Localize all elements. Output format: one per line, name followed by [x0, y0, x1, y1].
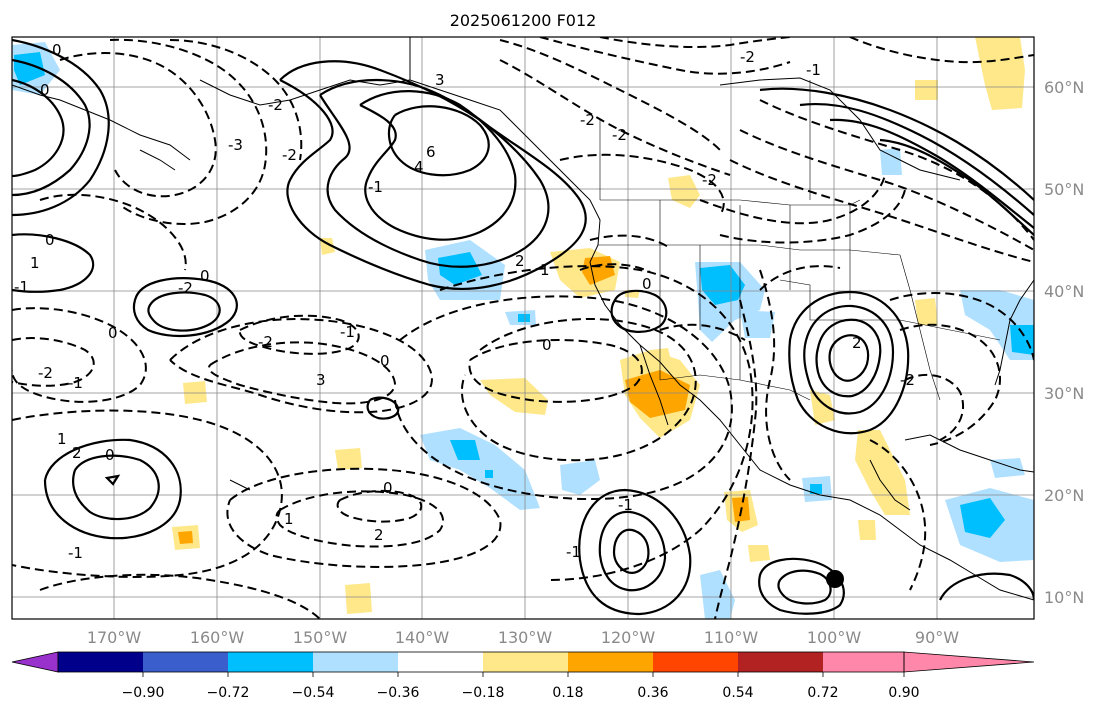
contour-label: -1: [806, 61, 821, 79]
lat-label: 50°N: [1044, 180, 1084, 199]
contour-label: -1: [14, 278, 29, 296]
colorbar-segment: [398, 652, 484, 672]
colorbar-segment: [313, 652, 399, 672]
colorbar-segment: [58, 652, 144, 672]
contour-label: -1: [68, 544, 83, 562]
colorbar-segment: [483, 652, 569, 672]
contour-label: 2: [852, 334, 862, 352]
colorbar-tick-label: 0.18: [552, 685, 583, 701]
contour-label: -2: [900, 371, 915, 389]
lon-label: 100°W: [807, 628, 862, 647]
contour-label: 0: [383, 479, 393, 497]
colorbar-segment: [568, 652, 654, 672]
contour-label: -2: [38, 364, 53, 382]
contour-label: 1: [284, 510, 294, 528]
contour-label: 0: [542, 336, 552, 354]
contour-label: 0: [105, 446, 115, 464]
contour-label: -1: [340, 323, 355, 341]
lon-label: 110°W: [704, 628, 759, 647]
contour-label: -1: [368, 178, 383, 196]
contour-label: 0: [108, 324, 118, 342]
contour-label: 1: [30, 254, 40, 272]
lon-label: 160°W: [190, 628, 245, 647]
lat-label: 30°N: [1044, 384, 1084, 403]
contour-label: 3: [316, 371, 326, 389]
colorbar-segment: [143, 652, 229, 672]
contour-label: 4: [414, 158, 424, 176]
contour-label: -2: [580, 111, 595, 129]
contour-label: -2: [612, 126, 627, 144]
map-title: 2025061200 F012: [450, 11, 597, 30]
colorbar-tick-label: −0.54: [292, 685, 335, 701]
lat-label: 40°N: [1044, 282, 1084, 301]
map-panel: 0 0 -2 3 6 4 -2 -2 -2 -2 -2 1 2 -1 -3 0 …: [11, 36, 1035, 620]
contour-label: 0: [45, 231, 55, 249]
colorbar-segment: [228, 652, 314, 672]
contour-label: -2: [258, 333, 273, 351]
colorbar-tick-label: 0.54: [722, 685, 753, 701]
colorbar-tick-label: 0.36: [637, 685, 668, 701]
colorbar-tick-label: 0.90: [888, 685, 919, 701]
contour-label: -1: [68, 374, 83, 392]
contour-label: 2: [72, 444, 82, 462]
colorbar-frame: [57, 651, 905, 673]
longitude-labels: 170°W 160°W 150°W 140°W 130°W 120°W 110°…: [87, 628, 959, 647]
colorbar-segment: [823, 652, 905, 672]
lon-label: 120°W: [601, 628, 656, 647]
lon-label: 140°W: [395, 628, 450, 647]
map-frame: [11, 36, 1035, 620]
lon-label: 130°W: [498, 628, 553, 647]
colorbar-left-arrow: [11, 651, 59, 673]
lat-label: 60°N: [1044, 78, 1084, 97]
contour-label: -1: [618, 496, 633, 514]
colorbar-segment: [738, 652, 824, 672]
contour-label: 6: [426, 143, 436, 161]
colorbar-tick-label: −0.72: [207, 685, 250, 701]
contour-label: 1: [540, 261, 550, 279]
lat-label: 10°N: [1044, 588, 1084, 607]
colorbar-tick-label: −0.36: [377, 685, 420, 701]
station-dot: [826, 570, 844, 588]
latitude-labels: 60°N 50°N 40°N 30°N 20°N 10°N: [1044, 78, 1084, 607]
contour-label: -2: [178, 279, 193, 297]
contour-label: 0: [380, 352, 390, 370]
contour-label: -2: [282, 146, 297, 164]
contour-label: -3: [228, 136, 243, 154]
contour-lines: [12, 37, 1034, 619]
colorbar-tick-label: −0.90: [122, 685, 165, 701]
colorbar-tick-label: −0.18: [462, 685, 505, 701]
colorbar-ticks: [142, 672, 905, 677]
lon-label: 90°W: [915, 628, 959, 647]
colorbar-segment: [653, 652, 739, 672]
contour-label: 0: [200, 267, 210, 285]
colorbar-tick-label: 0.72: [807, 685, 838, 701]
lon-label: 150°W: [293, 628, 348, 647]
contour-label: -2: [268, 96, 283, 114]
lat-label: 20°N: [1044, 486, 1084, 505]
contour-label: 2: [515, 252, 525, 270]
contour-label: -1: [566, 543, 581, 561]
coastlines: [12, 37, 1034, 601]
lon-label: 170°W: [87, 628, 142, 647]
contour-label: 0: [40, 81, 50, 99]
contour-labels: 0 0 -2 3 6 4 -2 -2 -2 -2 -2 1 2 -1 -3 0 …: [14, 41, 915, 562]
colorbar: −0.90 −0.72 −0.54 −0.36 −0.18 0.18 0.36 …: [11, 651, 1035, 701]
contour-label: 0: [642, 275, 652, 293]
colorbar-right-arrow: [903, 651, 1035, 673]
contour-label: -2: [702, 171, 717, 189]
contour-label: -2: [740, 48, 755, 66]
contour-label: 0: [52, 41, 62, 59]
contour-label: 1: [57, 430, 67, 448]
contour-label: 3: [435, 71, 445, 89]
contour-label: 2: [374, 526, 384, 544]
